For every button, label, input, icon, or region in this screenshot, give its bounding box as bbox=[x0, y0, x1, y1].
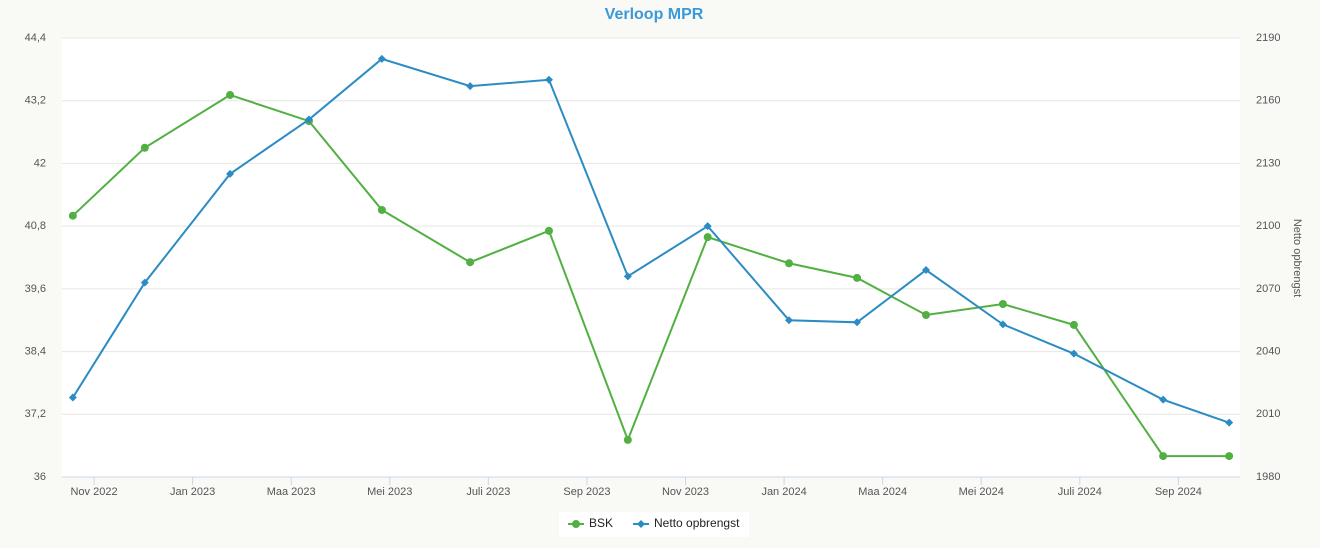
data-point bbox=[140, 143, 149, 152]
legend-marker bbox=[637, 520, 646, 528]
data-point bbox=[853, 318, 862, 327]
data-point bbox=[1159, 395, 1168, 404]
data-point bbox=[544, 226, 553, 235]
x-tick-label: Mei 2023 bbox=[367, 486, 412, 498]
data-point bbox=[1225, 418, 1234, 427]
x-tick-label: Nov 2022 bbox=[70, 486, 117, 498]
y2-tick-label: 2190 bbox=[1256, 32, 1280, 44]
data-point bbox=[466, 258, 475, 267]
data-point bbox=[623, 435, 632, 444]
legend-label: Netto opbrengst bbox=[654, 516, 740, 530]
data-point bbox=[140, 278, 149, 287]
y-tick-label: 39,6 bbox=[25, 283, 46, 295]
data-point bbox=[1069, 320, 1078, 329]
x-tick-label: Juli 2023 bbox=[466, 486, 510, 498]
series-line bbox=[71, 57, 1230, 424]
data-point bbox=[226, 90, 235, 99]
y2-tick-label: 1980 bbox=[1256, 471, 1280, 483]
x-tick-label: Juli 2024 bbox=[1058, 486, 1102, 498]
data-point bbox=[922, 266, 931, 275]
x-tick-label: Jan 2023 bbox=[170, 486, 215, 498]
x-tick-label: Jan 2024 bbox=[761, 486, 806, 498]
data-point bbox=[377, 205, 386, 214]
data-point bbox=[785, 259, 794, 268]
x-tick-label: Maa 2023 bbox=[267, 486, 316, 498]
y2-tick-label: 2040 bbox=[1256, 345, 1280, 357]
y2-tick-label: 2130 bbox=[1256, 157, 1280, 169]
data-point bbox=[998, 320, 1007, 329]
series-line bbox=[72, 93, 1230, 458]
data-point bbox=[1225, 452, 1234, 461]
y2-tick-label: 2160 bbox=[1256, 95, 1280, 107]
y-tick-label: 43,2 bbox=[25, 95, 46, 107]
data-point bbox=[304, 115, 313, 124]
chart-title: Verloop MPR bbox=[605, 6, 704, 23]
data-point bbox=[1069, 349, 1078, 358]
data-point bbox=[226, 169, 235, 178]
data-point bbox=[544, 75, 553, 84]
x-tick-label: Nov 2023 bbox=[662, 486, 709, 498]
data-point bbox=[68, 211, 77, 220]
data-point bbox=[703, 233, 712, 242]
legend-marker bbox=[572, 520, 580, 528]
data-point bbox=[623, 272, 632, 281]
legend-label: BSK bbox=[589, 516, 613, 530]
y-tick-label: 36 bbox=[34, 471, 46, 483]
data-point bbox=[853, 273, 862, 282]
y-tick-label: 38,4 bbox=[25, 345, 46, 357]
x-tick-label: Mei 2024 bbox=[959, 486, 1004, 498]
data-point bbox=[703, 222, 712, 231]
y-tick-label: 40,8 bbox=[25, 220, 46, 232]
x-tick-label: Sep 2023 bbox=[563, 486, 610, 498]
data-point bbox=[466, 82, 475, 91]
y2-axis-title: Netto opbrengst bbox=[1291, 219, 1303, 297]
data-point bbox=[377, 54, 386, 63]
plot-area bbox=[62, 38, 1240, 477]
y2-tick-label: 2010 bbox=[1256, 408, 1280, 420]
y2-tick-label: 2070 bbox=[1256, 283, 1280, 295]
x-tick-label: Sep 2024 bbox=[1155, 486, 1202, 498]
y2-tick-label: 2100 bbox=[1256, 220, 1280, 232]
data-point bbox=[922, 310, 931, 319]
y-tick-label: 37,2 bbox=[25, 408, 46, 420]
data-point bbox=[68, 393, 77, 402]
data-point bbox=[998, 300, 1007, 309]
x-tick-label: Maa 2024 bbox=[858, 486, 907, 498]
data-point bbox=[785, 316, 794, 325]
legend-box bbox=[559, 512, 749, 537]
data-point bbox=[1159, 452, 1168, 461]
y-tick-label: 44,4 bbox=[25, 32, 46, 44]
y-tick-label: 42 bbox=[34, 157, 46, 169]
